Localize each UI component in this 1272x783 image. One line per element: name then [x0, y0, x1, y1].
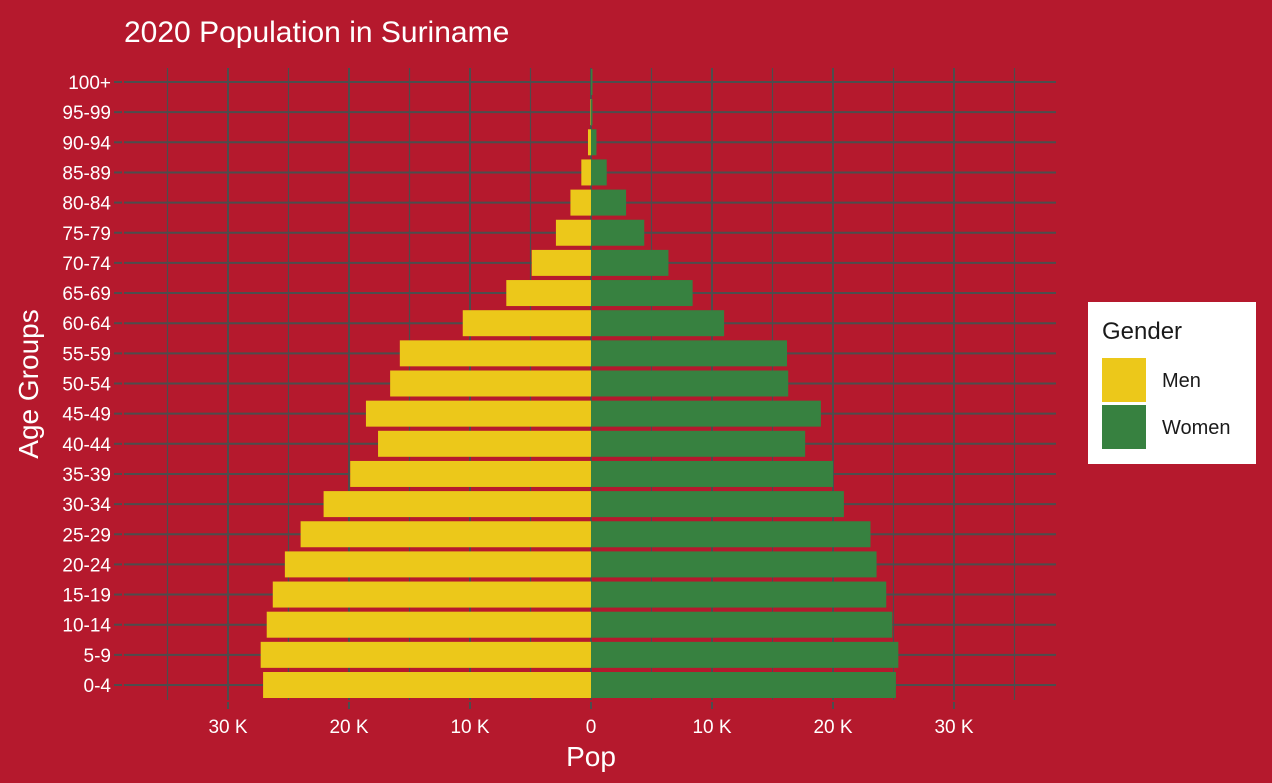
legend-label-men: Men: [1162, 370, 1201, 392]
bar-women-95-99: [591, 99, 593, 126]
y-tick-label: 20-24: [62, 555, 111, 576]
bar-men-30-34: [323, 491, 591, 518]
y-tick-label: 95-99: [62, 103, 111, 124]
y-tick-label: 5-9: [84, 646, 111, 667]
bar-men-0-4: [263, 672, 591, 698]
bar-men-90-94: [587, 129, 591, 156]
bar-women-10-14: [591, 611, 893, 638]
legend-item-women: Women: [1102, 405, 1252, 451]
y-tick-label: 40-44: [62, 435, 111, 456]
bar-women-85-89: [591, 159, 607, 186]
bar-women-100+: [591, 69, 593, 95]
y-tick-label: 30-34: [62, 495, 111, 516]
bar-men-35-39: [350, 460, 591, 487]
y-tick-label: 0-4: [84, 676, 112, 697]
bar-men-5-9: [260, 641, 591, 668]
bar-women-70-74: [591, 249, 669, 276]
y-tick-label: 50-54: [62, 375, 111, 396]
bar-women-25-29: [591, 521, 871, 548]
y-tick-label: 85-89: [62, 163, 111, 184]
y-tick-label: 60-64: [62, 314, 111, 335]
legend-item-men: Men: [1102, 358, 1252, 404]
bar-women-40-44: [591, 430, 806, 457]
y-tick-label: 10-14: [62, 616, 111, 637]
x-axis-label: Pop: [566, 741, 616, 772]
x-tick-label: 10 K: [450, 717, 489, 738]
y-tick-label: 65-69: [62, 284, 111, 305]
y-tick-label: 70-74: [62, 254, 111, 275]
bar-women-55-59: [591, 340, 788, 367]
bar-women-30-34: [591, 491, 844, 518]
bar-women-80-84: [591, 189, 627, 216]
y-tick-label: 90-94: [62, 133, 111, 154]
bar-women-35-39: [591, 460, 833, 487]
bar-men-70-74: [531, 249, 591, 276]
bar-women-50-54: [591, 370, 789, 397]
bar-women-65-69: [591, 280, 693, 307]
bar-men-20-24: [284, 551, 591, 578]
bar-men-55-59: [399, 340, 591, 367]
bar-men-25-29: [300, 521, 591, 548]
bars-layer: [260, 69, 899, 698]
x-tick-label: 30 K: [208, 717, 247, 738]
bar-men-80-84: [570, 189, 591, 216]
y-axis-label: Age Groups: [13, 309, 44, 458]
y-tick-label: 45-49: [62, 405, 111, 426]
legend-label-women: Women: [1162, 417, 1231, 439]
bar-women-0-4: [591, 672, 896, 698]
x-tick-label: 30 K: [934, 717, 973, 738]
bar-men-85-89: [581, 159, 591, 186]
legend-title: Gender: [1102, 318, 1183, 345]
bar-women-75-79: [591, 219, 645, 246]
bar-men-45-49: [365, 400, 591, 427]
y-tick-label: 80-84: [62, 194, 111, 215]
bar-women-5-9: [591, 641, 899, 668]
bar-men-75-79: [555, 219, 591, 246]
y-tick-label: 100+: [68, 73, 111, 94]
x-tick-label: 10 K: [692, 717, 731, 738]
y-tick-label: 55-59: [62, 344, 111, 365]
legend-swatch-women: [1102, 405, 1146, 449]
bar-men-40-44: [378, 430, 591, 457]
legend-swatch-men: [1102, 358, 1146, 402]
bar-men-15-19: [272, 581, 591, 608]
y-tick-label: 15-19: [62, 586, 111, 607]
bar-men-60-64: [462, 310, 591, 337]
y-tick-label: 75-79: [62, 224, 111, 245]
bar-men-10-14: [266, 611, 591, 638]
bar-women-60-64: [591, 310, 725, 337]
x-axis-tick-labels: 30 K 20 K 10 K 0 10 K 20 K 30 K: [208, 702, 974, 738]
bar-women-45-49: [591, 400, 821, 427]
bar-men-50-54: [390, 370, 591, 397]
x-tick-label: 20 K: [813, 717, 852, 738]
bar-men-65-69: [506, 280, 591, 307]
y-axis-tick-labels: 0-4 5-9 10-14 15-19 20-24 25-29 30-34 35-39 40-4…: [62, 73, 122, 697]
x-tick-label: 20 K: [329, 717, 368, 738]
x-tick-label: 0: [586, 717, 597, 738]
chart-title: 2020 Population in Suriname: [124, 16, 509, 49]
bar-women-15-19: [591, 581, 887, 608]
y-tick-label: 25-29: [62, 525, 111, 546]
legend: Gender Men Women: [1088, 302, 1256, 464]
bar-women-90-94: [591, 129, 597, 156]
bar-women-20-24: [591, 551, 877, 578]
y-tick-label: 35-39: [62, 465, 111, 486]
